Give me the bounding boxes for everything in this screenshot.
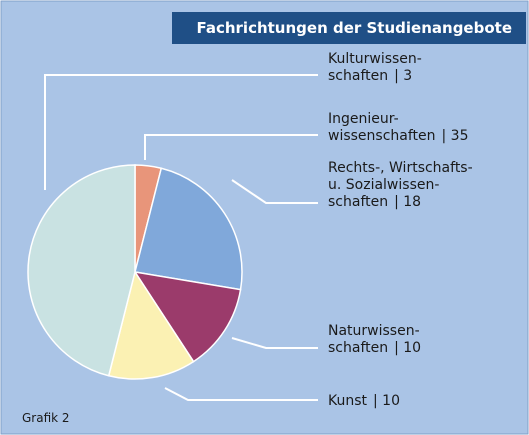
pie-slice <box>134 167 243 291</box>
leader-line <box>164 387 318 401</box>
footnote: Grafik 2 <box>22 411 70 425</box>
value-label: | 18 <box>394 194 421 210</box>
title-box <box>172 12 526 44</box>
value-label: | 10 <box>373 393 400 409</box>
label-line: schaften <box>328 194 388 210</box>
pie <box>27 164 243 380</box>
pie-slice <box>27 164 136 377</box>
slice-label: Naturwissen-schaften | 10 <box>328 323 421 356</box>
label-line: u. Sozialwissen- <box>328 177 439 193</box>
leader-line <box>44 74 318 190</box>
label-line: schaften <box>328 340 388 356</box>
chart-title: Fachrichtungen der Studienangebote <box>196 19 512 37</box>
label-line: Ingenieur- <box>328 111 399 127</box>
slice-label: Kulturwissen-schaften | 3 <box>328 51 422 84</box>
label-line: Naturwissen- <box>328 323 420 339</box>
pie-slice <box>133 270 242 363</box>
value-label: | 3 <box>394 68 412 84</box>
leader-line <box>144 134 318 160</box>
label-line: wissenschaften <box>328 128 436 144</box>
slice-label: Kunst | 10 <box>328 393 400 409</box>
slice-label: Rechts-, Wirtschafts-u. Sozialwissen-sch… <box>328 160 473 210</box>
leader-line <box>231 179 318 204</box>
slice-label: Ingenieur-wissenschaften | 35 <box>328 111 469 144</box>
label-line: Kulturwissen- <box>328 51 422 67</box>
leader-line <box>231 337 318 349</box>
value-label: | 35 <box>442 128 469 144</box>
label-line: Kunst <box>328 393 368 409</box>
pie-slice <box>107 270 195 380</box>
label-line: schaften <box>328 68 388 84</box>
label-line: Rechts-, Wirtschafts- <box>328 160 473 176</box>
value-label: | 10 <box>394 340 421 356</box>
